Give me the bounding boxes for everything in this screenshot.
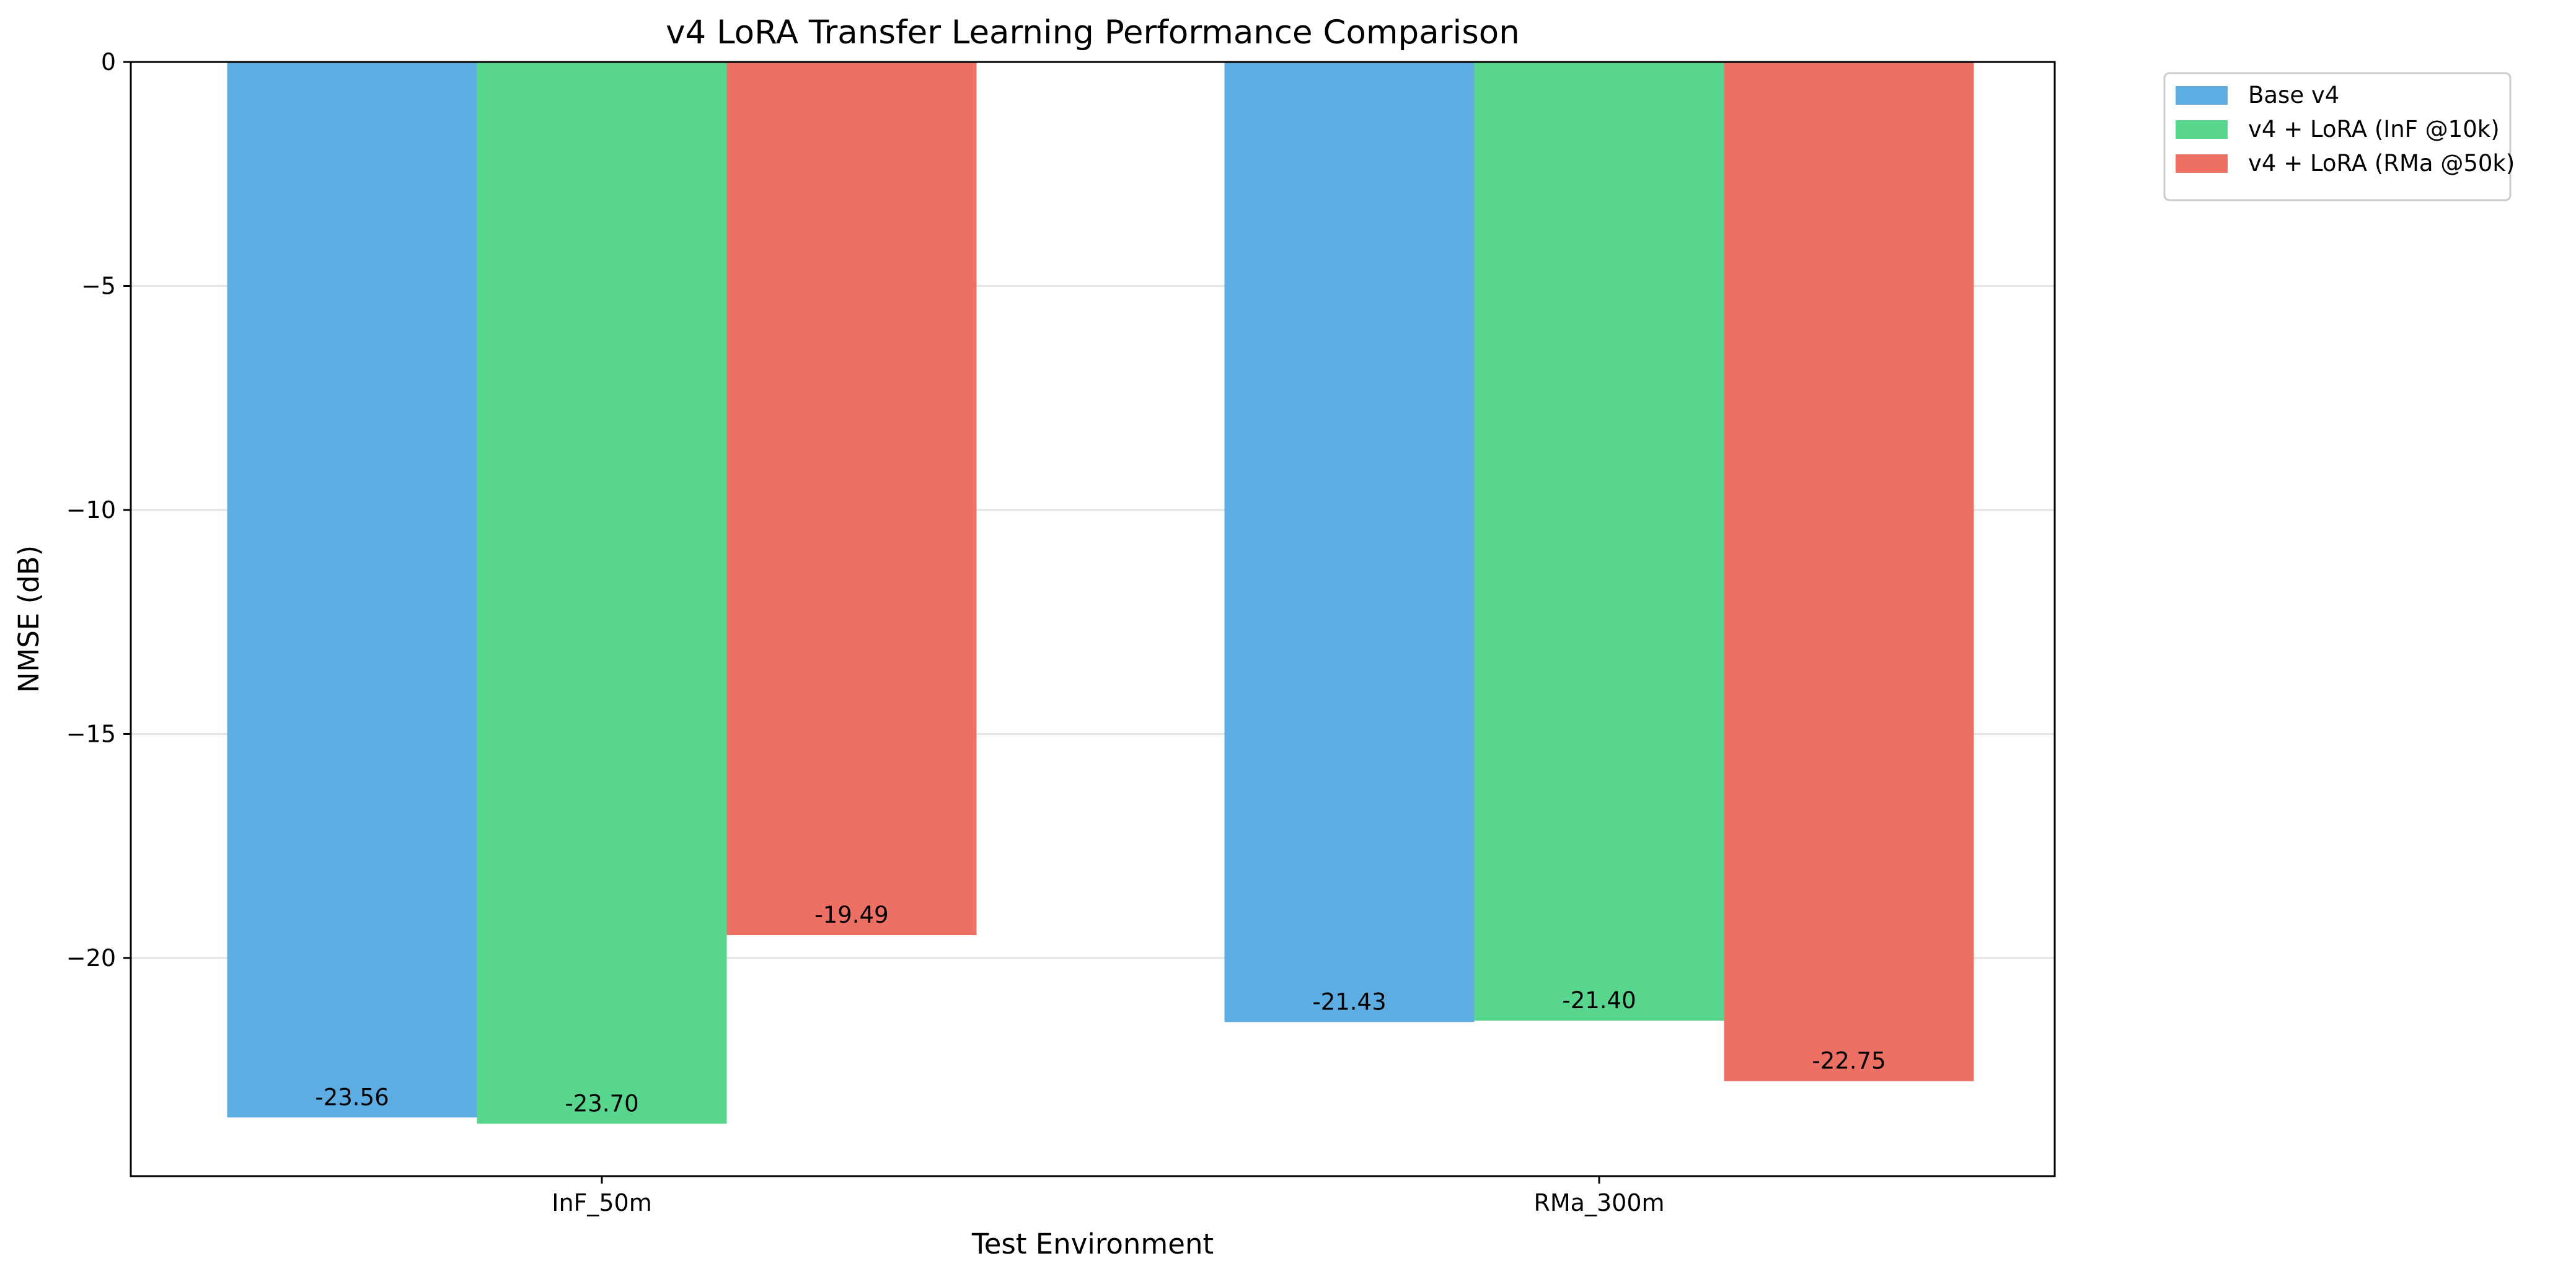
data-label: -23.70	[565, 1090, 638, 1117]
y-tick-label: 0	[101, 48, 116, 76]
bar	[1724, 62, 1974, 1081]
bar	[1224, 62, 1475, 1022]
bar	[1474, 62, 1724, 1021]
legend-swatch	[2176, 120, 2228, 139]
bar	[477, 62, 727, 1124]
legend-label: Base v4	[2248, 82, 2339, 108]
y-axis-label: NMSE (dB)	[12, 545, 45, 693]
y-tick-label: −20	[66, 944, 116, 972]
y-tick-label: −10	[66, 496, 116, 524]
x-axis-label: Test Environment	[971, 1228, 1214, 1260]
data-label: -22.75	[1812, 1048, 1886, 1075]
legend-swatch	[2176, 86, 2228, 105]
y-axis-ticks: 0 −5 −10 −15 −20	[66, 48, 131, 972]
y-tick-label: −15	[66, 720, 116, 747]
data-label: -23.56	[315, 1084, 389, 1110]
x-tick-label: InF_50m	[552, 1189, 652, 1216]
data-label: -21.43	[1312, 988, 1386, 1015]
data-label: -19.49	[814, 902, 888, 928]
bar	[227, 62, 477, 1118]
legend-label: v4 + LoRA (RMa @50k)	[2248, 150, 2515, 177]
chart-title: v4 LoRA Transfer Learning Performance Co…	[666, 14, 1520, 51]
bars	[227, 62, 1974, 1124]
legend-box	[2163, 72, 2512, 201]
bar	[726, 62, 977, 936]
plot-frame	[130, 61, 2056, 1177]
data-labels: -23.56 -21.43 -23.70 -21.40 -19.49 -22.75	[315, 902, 1886, 1117]
x-tick-label: RMa_300m	[1533, 1189, 1664, 1216]
data-label: -21.40	[1562, 987, 1636, 1014]
x-axis-ticks: InF_50m RMa_300m	[552, 1176, 1665, 1216]
legend: Base v4 v4 + LoRA (InF @10k) v4 + LoRA (RM…	[2163, 72, 2515, 201]
legend-label: v4 + LoRA (InF @10k)	[2248, 116, 2500, 143]
legend-swatch	[2176, 154, 2228, 173]
y-tick-label: −5	[81, 272, 116, 299]
